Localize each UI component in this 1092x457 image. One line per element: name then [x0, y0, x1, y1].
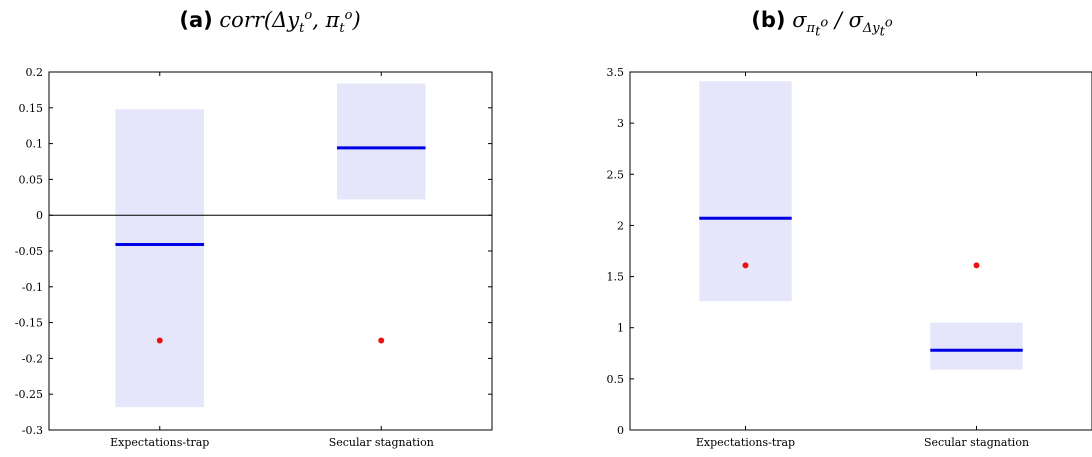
data-point — [156, 337, 163, 344]
range-band — [336, 83, 426, 200]
data-point — [973, 262, 980, 269]
panel-a-label: (a) — [179, 8, 213, 32]
y-tick-label: 3.5 — [607, 66, 625, 79]
chart-a: -0.3 -0.25 -0.2 -0.15 -0.1 -0.05 0 0.05 0.1 0.15 0… — [15, 66, 493, 449]
y-tick-label: 0.05 — [19, 173, 44, 186]
y-tick-label: 0.15 — [19, 102, 44, 115]
y-tick-label: -0.25 — [15, 388, 43, 401]
y-tick-label: -0.2 — [22, 352, 43, 365]
y-tick-label: 0 — [36, 209, 43, 222]
y-tick-label: -0.05 — [15, 245, 43, 258]
x-tick-label: Expectations-trap — [696, 436, 795, 449]
panel-b-label: (b) — [751, 8, 786, 32]
y-tick-label: 0.1 — [26, 138, 44, 151]
y-tick-label: 0.5 — [607, 373, 625, 386]
y-tick-label: 2 — [617, 219, 624, 232]
y-tick-label: -0.3 — [22, 424, 43, 437]
chart-b: 0 0.5 1 1.5 2 2.5 3 3.5 Expectations-trap Secular… — [607, 66, 1092, 449]
y-tick-label: 3 — [617, 117, 624, 130]
panel-a-title: (a) corr(Δyto, πto) — [179, 8, 361, 37]
panel-b: (b) σπto / σΔyto 0 0.5 1 1.5 2 2.5 3 3.5 Expecta… — [552, 0, 1092, 457]
data-point — [742, 262, 749, 269]
range-band — [115, 109, 205, 408]
range-band — [930, 322, 1023, 370]
panel-b-title: (b) σπto / σΔyto — [751, 8, 893, 40]
y-tick-label: 0.2 — [26, 66, 44, 79]
y-tick-label: 2.5 — [607, 168, 625, 181]
y-tick-label: 1 — [617, 322, 624, 335]
panel-a: (a) corr(Δyto, πto) -0.3 -0.25 -0.2 -0.15 -0… — [0, 0, 540, 457]
x-tick-label: Expectations-trap — [110, 436, 209, 449]
data-point — [378, 337, 385, 344]
y-tick-label: 1.5 — [607, 271, 625, 284]
x-tick-label: Secular stagnation — [329, 436, 434, 449]
y-tick-label: 0 — [617, 424, 624, 437]
y-tick-label: -0.15 — [15, 317, 43, 330]
x-tick-label: Secular stagnation — [924, 436, 1029, 449]
y-tick-label: -0.1 — [22, 281, 43, 294]
axes-frame — [629, 71, 1092, 431]
